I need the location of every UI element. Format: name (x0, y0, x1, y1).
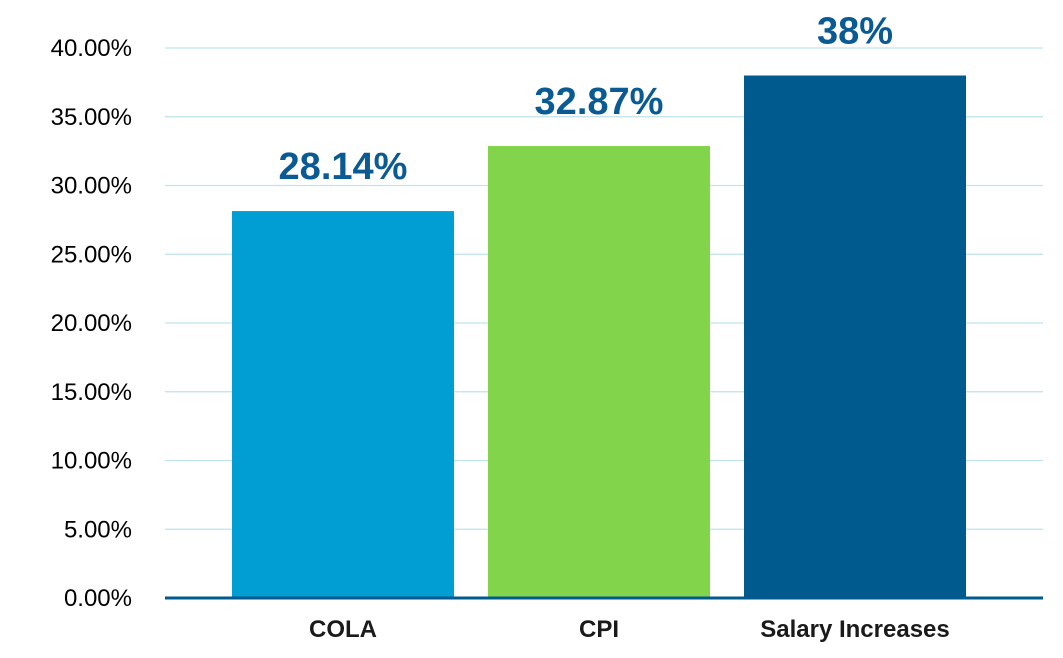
y-axis-tick-labels: 0.00% 5.00% 10.00% 15.00% 20.00% 25.00% 30.00%… (51, 35, 132, 612)
data-label: 32.87% (535, 81, 664, 123)
x-category-label: Salary Increases (760, 616, 949, 643)
y-tick-label: 20.00% (51, 310, 132, 337)
y-tick-label: 35.00% (51, 104, 132, 131)
x-category-label: CPI (579, 616, 619, 643)
y-tick-label: 30.00% (51, 173, 132, 200)
x-axis-category-labels: COLA CPI Salary Increases (309, 616, 950, 643)
y-tick-label: 40.00% (51, 35, 132, 62)
y-tick-label: 0.00% (64, 585, 132, 612)
bars (232, 75, 966, 598)
data-label: 28.14% (279, 146, 408, 188)
y-tick-label: 25.00% (51, 241, 132, 268)
y-tick-label: 10.00% (51, 448, 132, 475)
y-tick-label: 15.00% (51, 379, 132, 406)
x-category-label: COLA (309, 616, 377, 643)
data-labels: 28.14% 32.87% 38% (279, 11, 893, 189)
bar-cpi (488, 146, 710, 598)
y-tick-label: 5.00% (64, 516, 132, 543)
bar-cola (232, 211, 454, 598)
data-label: 38% (817, 11, 893, 53)
bar-salary-increases (744, 75, 966, 598)
